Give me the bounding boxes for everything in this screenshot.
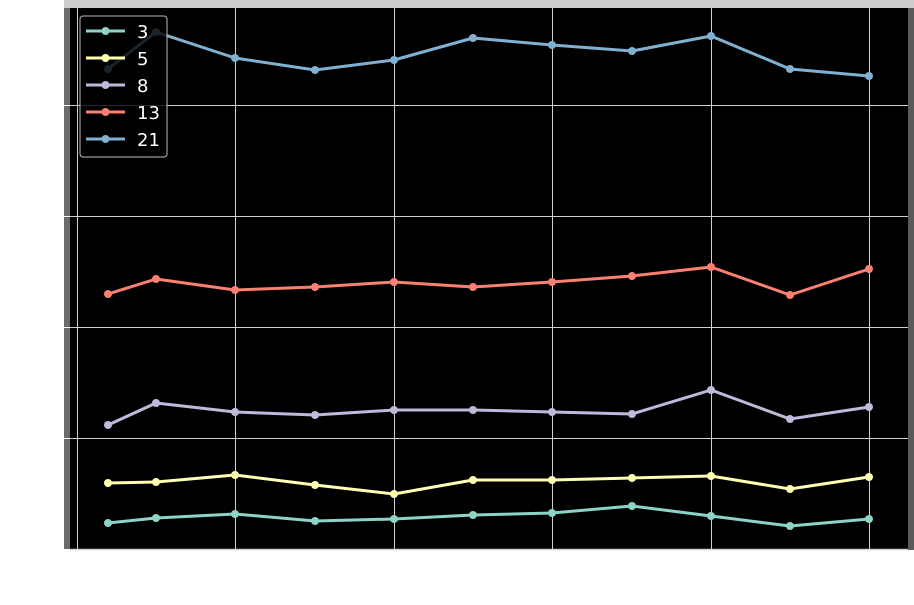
data-point-marker [152, 514, 160, 522]
legend-marker-icon [101, 54, 110, 62]
data-point-marker [311, 66, 319, 74]
data-point-marker [231, 54, 239, 62]
series-3 [104, 502, 873, 530]
data-point-marker [152, 275, 160, 283]
legend-label: 3 [137, 22, 148, 43]
series-8 [104, 386, 873, 429]
plot-area [70, 8, 908, 549]
data-point-marker [469, 511, 477, 519]
data-point-marker [786, 65, 794, 73]
data-point-marker [865, 72, 873, 80]
series-13 [104, 263, 873, 299]
figure-right-band [908, 8, 914, 550]
data-point-marker [628, 47, 636, 55]
legend-marker-icon [101, 27, 110, 35]
data-point-marker [707, 386, 715, 394]
data-point-marker [311, 411, 319, 419]
data-point-marker [104, 479, 112, 487]
data-point-marker [231, 408, 239, 416]
data-point-marker [865, 403, 873, 411]
data-point-marker [548, 509, 556, 517]
data-point-marker [390, 515, 398, 523]
data-point-marker [469, 406, 477, 414]
data-point-marker [628, 272, 636, 280]
legend: 3 5 8 13 21 [79, 15, 168, 158]
data-point-marker [865, 265, 873, 273]
legend-marker-icon [101, 108, 110, 116]
data-point-marker [390, 406, 398, 414]
gridlines [70, 8, 908, 549]
series-5 [104, 471, 873, 498]
data-point-marker [104, 421, 112, 429]
legend-label: 13 [137, 103, 160, 124]
data-point-marker [469, 34, 477, 42]
data-point-marker [865, 515, 873, 523]
data-point-marker [707, 32, 715, 40]
data-point-marker [469, 476, 477, 484]
data-point-marker [786, 291, 794, 299]
legend-item-3: 3 [86, 22, 148, 43]
axis-ticks [64, 105, 70, 550]
data-point-marker [231, 510, 239, 518]
data-point-marker [390, 278, 398, 286]
data-point-marker [311, 517, 319, 525]
data-point-marker [390, 490, 398, 498]
data-point-marker [707, 512, 715, 520]
data-point-marker [786, 522, 794, 530]
figure-top-band [64, 0, 914, 8]
data-point-marker [548, 41, 556, 49]
data-point-marker [707, 472, 715, 480]
data-point-marker [152, 478, 160, 486]
data-point-marker [231, 286, 239, 294]
data-point-marker [548, 278, 556, 286]
legend-item-21: 21 [86, 130, 160, 151]
data-point-marker [152, 399, 160, 407]
data-point-marker [628, 474, 636, 482]
data-point-marker [628, 502, 636, 510]
data-point-marker [786, 485, 794, 493]
data-point-marker [865, 473, 873, 481]
figure-left-band [64, 8, 70, 550]
data-point-marker [469, 283, 477, 291]
data-point-marker [231, 471, 239, 479]
data-point-marker [104, 519, 112, 527]
legend-marker-icon [101, 135, 110, 143]
data-point-marker [628, 410, 636, 418]
data-point-marker [104, 290, 112, 298]
legend-item-5: 5 [86, 49, 148, 70]
data-point-marker [707, 263, 715, 271]
legend-label: 21 [137, 130, 160, 151]
legend-item-13: 13 [86, 103, 160, 124]
data-point-marker [311, 283, 319, 291]
legend-label: 8 [137, 76, 148, 97]
series-lines [104, 28, 873, 530]
legend-label: 5 [137, 49, 148, 70]
legend-item-8: 8 [86, 76, 148, 97]
data-point-marker [786, 415, 794, 423]
data-point-marker [311, 481, 319, 489]
data-point-marker [548, 408, 556, 416]
legend-marker-icon [101, 81, 110, 89]
data-point-marker [548, 476, 556, 484]
data-point-marker [390, 56, 398, 64]
